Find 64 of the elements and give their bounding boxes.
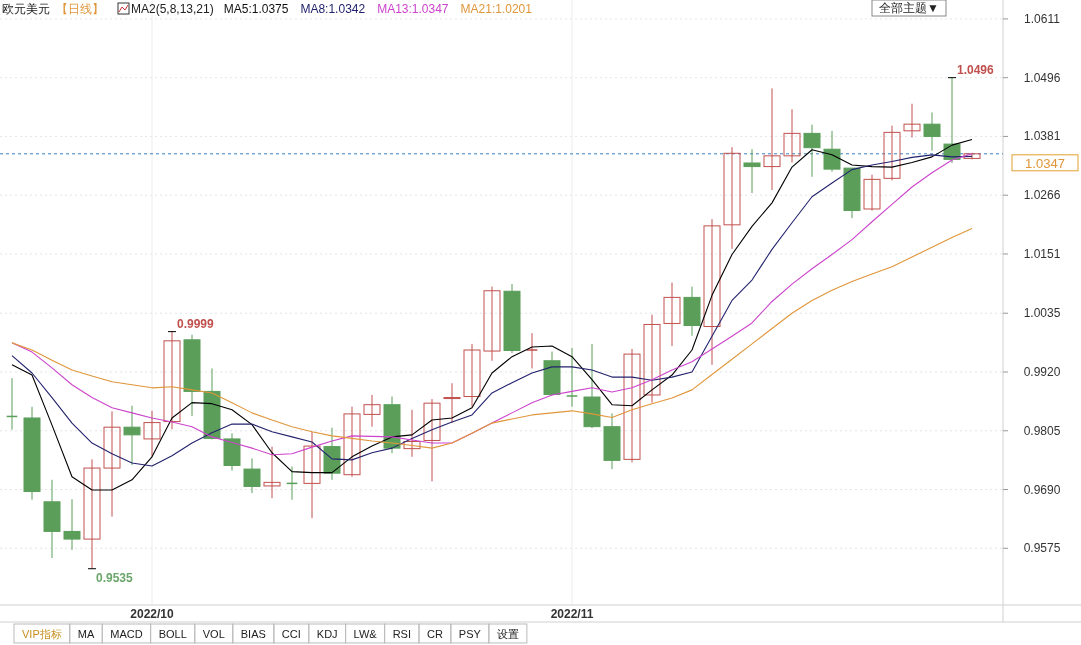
text: 设置 [496,628,519,640]
candlestick [63,498,81,551]
y-tick-label: 1.0151 [1023,246,1061,261]
candlestick [623,348,641,463]
y-tick-label: 1.0035 [1023,306,1061,321]
y-tick-label: 0.9690 [1023,482,1061,497]
candlestick [143,410,161,458]
text: PSY [458,628,482,640]
annotation: 0.9535 [96,570,134,585]
text: RSI [392,628,411,640]
candlestick [363,394,381,428]
y-tick-label: 0.9575 [1023,541,1061,556]
annotation: 0.9999 [177,316,215,331]
chart-title: 欧元美元 [2,2,50,16]
candlestick [743,148,761,194]
y-tick-label: 1.0266 [1023,188,1061,203]
candlestick [783,108,801,163]
x-tick-label: 2022/11 [550,607,594,621]
candlestick [703,218,721,366]
candlestick [883,125,901,181]
candlestick [403,409,421,458]
candlestick [723,146,741,250]
y-tick-label: 0.9805 [1023,423,1061,438]
y-tick-label: 0.9920 [1023,364,1061,379]
candlestick [123,405,141,466]
candlestick [423,398,441,482]
candlestick [243,457,261,494]
candlestick [263,446,281,499]
candlestick [103,410,121,518]
line-series [11,227,973,449]
chart-subtitle: 【日线】 [56,2,104,16]
annotation: 1.0496 [957,62,995,77]
text: VOL [202,628,225,640]
ref-line-label: 1.0347 [1025,155,1065,171]
text: MA [77,628,95,640]
text: VIP指标 [22,628,62,640]
candlestick [863,174,881,212]
text: BOLL [158,628,187,640]
text: CCI [281,628,301,640]
candlestick [763,87,781,191]
candlestick [163,331,181,430]
text: BIAS [240,628,266,640]
x-tick-label: 2022/10 [130,607,175,621]
candlestick [823,130,841,173]
y-tick-label: 1.0381 [1023,129,1061,144]
candlestick [803,124,821,178]
legend-title: MA2(5,8,13,21) [131,2,214,16]
legend: MA2(5,8,13,21) MA5:1.0375 MA8:1.0342 MA13:1.0347 MA21:1.0201 [117,2,532,16]
candlestick [343,406,361,478]
y-tick-label: 1.0611 [1024,11,1061,26]
candlestick [923,111,941,152]
candlestick [903,103,921,138]
text: MACD [110,628,143,640]
text: KDJ [316,628,338,640]
annotation: 全部主题▼ [879,1,939,15]
candlestick [463,343,481,408]
text: CR [426,628,443,640]
candlestick [303,431,321,519]
y-tick-label: 1.0496 [1023,70,1061,85]
text: LW& [353,628,378,640]
candlestick [483,286,501,362]
candlestick [643,314,661,404]
candlestick [443,382,461,424]
candlestick [663,282,681,347]
